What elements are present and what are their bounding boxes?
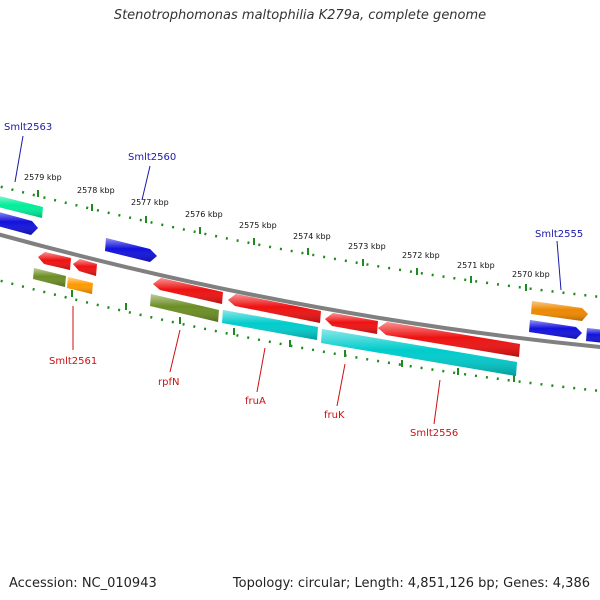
gene-label-smlt2556[interactable]: Smlt2556 bbox=[410, 428, 458, 439]
label-leader-lines-reverse bbox=[72, 306, 441, 425]
tick-label-2571: 2571 kbp bbox=[457, 261, 495, 270]
tick-label-2573: 2573 kbp bbox=[348, 242, 386, 251]
gene-label-frua[interactable]: fruA bbox=[245, 396, 266, 407]
topology-summary: Topology: circular; Length: 4,851,126 bp… bbox=[232, 576, 590, 591]
tick-label-2578: 2578 kbp bbox=[77, 186, 115, 195]
tick-label-2574: 2574 kbp bbox=[293, 232, 331, 241]
gene-reverse-left-red-b[interactable] bbox=[73, 259, 97, 276]
forward-tick-track bbox=[0, 185, 600, 299]
major-ticks-forward bbox=[37, 190, 527, 291]
gene-label-smlt2560[interactable]: Smlt2560 bbox=[128, 152, 176, 163]
gene-label-smlt2561[interactable]: Smlt2561 bbox=[49, 356, 97, 367]
gene-label-smlt2563[interactable]: Smlt2563 bbox=[4, 122, 52, 133]
gene-label-smlt2555[interactable]: Smlt2555 bbox=[535, 229, 583, 240]
tick-label-2577: 2577 kbp bbox=[131, 198, 169, 207]
tick-label-2575: 2575 kbp bbox=[239, 221, 277, 230]
gene-reverse-smlt2561[interactable] bbox=[67, 277, 93, 294]
gene-forward-right-blue-a[interactable] bbox=[529, 320, 582, 339]
tick-label-2570: 2570 kbp bbox=[512, 270, 550, 279]
gene-forward-right-blue-b[interactable] bbox=[586, 328, 600, 343]
gene-forward-smlt2555[interactable] bbox=[531, 301, 588, 321]
gene-forward-middle-blue[interactable] bbox=[105, 238, 157, 262]
gene-label-rpfn[interactable]: rpfN bbox=[158, 377, 179, 388]
label-leader-lines-forward bbox=[14, 135, 562, 291]
tick-label-2576: 2576 kbp bbox=[185, 210, 223, 219]
gene-label-fruk[interactable]: fruK bbox=[324, 410, 345, 421]
accession-label: Accession: NC_010943 bbox=[9, 576, 157, 591]
gene-reverse-left-red-a[interactable] bbox=[38, 252, 71, 270]
gene-reverse-left-olive[interactable] bbox=[33, 268, 66, 287]
tick-label-2572: 2572 kbp bbox=[402, 251, 440, 260]
genome-title: Stenotrophomonas maltophilia K279a, comp… bbox=[113, 8, 487, 23]
tick-label-2579: 2579 kbp bbox=[24, 173, 62, 182]
